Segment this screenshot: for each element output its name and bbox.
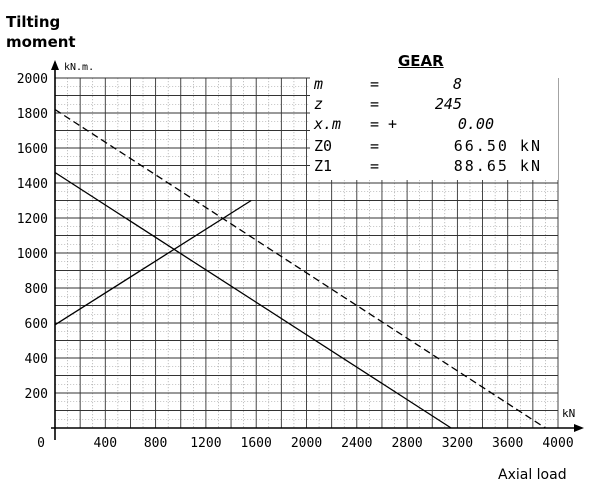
y-tick-label: 1200 [17, 212, 48, 227]
series-line-1 [54, 108, 546, 429]
y-tick-label: 1400 [17, 177, 48, 192]
x-tick-label: 1600 [241, 436, 272, 451]
x-tick-label: 3200 [442, 436, 473, 451]
gear-row-z: z = 245 [314, 94, 558, 114]
x-tick-label: 1200 [190, 436, 221, 451]
gear-param-value: 88.65 kN [453, 157, 542, 175]
series-line-2 [54, 171, 452, 429]
gear-param-value: 245 [434, 95, 462, 113]
gear-row-xm: x.m = + 0.00 [314, 114, 558, 134]
y-tick-label: 200 [25, 387, 48, 402]
tick-labels: 0 400 800 1200 1600 2000 2400 2800 3200 3600 4000 2… [17, 72, 574, 451]
x-tick-label: 2000 [291, 436, 322, 451]
gear-row-z0: Z0 = 66.50 kN [314, 136, 558, 156]
gear-param-name: Z0 [314, 137, 333, 155]
y-tick-label: 600 [25, 317, 48, 332]
x-tick-label: 3600 [492, 436, 523, 451]
x-tick-label: 2800 [391, 436, 422, 451]
x-axis-title: Axial load [498, 467, 567, 483]
gear-param-value: 66.50 kN [453, 137, 542, 155]
y-tick-label: 400 [25, 352, 48, 367]
x-tick-label: 800 [144, 436, 167, 451]
axes [51, 60, 584, 440]
gear-param-operator: = [370, 157, 380, 175]
y-axis-arrow [51, 60, 59, 70]
gear-param-operator: = [370, 95, 380, 113]
series-line-3 [54, 199, 252, 326]
x-tick-label: 2400 [341, 436, 372, 451]
x-axis-unit: kN [562, 407, 576, 420]
x-tick-label: 0 [37, 436, 45, 451]
series-layer [54, 108, 546, 429]
gear-param-name: m [314, 75, 324, 93]
gear-param-value: 0.00 [457, 115, 494, 133]
y-tick-label: 1800 [17, 107, 48, 122]
gear-parameters-box: GEAR m = 8 z = 245 x.m = + 0.00 Z0 = 66.… [310, 52, 558, 180]
gear-param-name: Z1 [314, 157, 333, 175]
gear-row-m: m = 8 [314, 74, 558, 94]
y-tick-label: 1600 [17, 142, 48, 157]
gear-param-operator: = [370, 137, 380, 155]
y-axis-title-text: Tilting moment [6, 13, 76, 51]
gear-param-value: 8 [452, 75, 462, 93]
gear-param-name: x.m [314, 115, 342, 133]
gear-param-operator: = [370, 75, 380, 93]
y-axis-title: Tilting moment [6, 12, 106, 52]
y-axis-unit: kN.m. [64, 62, 95, 73]
gear-title: GEAR [398, 52, 444, 70]
gear-row-z1: Z1 = 88.65 kN [314, 156, 558, 176]
gear-param-operator: = + [370, 115, 398, 133]
gear-param-name: z [314, 95, 324, 113]
x-tick-label: 400 [94, 436, 117, 451]
y-tick-label: 1000 [17, 247, 48, 262]
y-tick-label: 2000 [17, 72, 48, 87]
x-tick-label: 4000 [542, 436, 573, 451]
y-tick-label: 800 [25, 282, 48, 297]
x-axis-arrow [574, 424, 584, 432]
